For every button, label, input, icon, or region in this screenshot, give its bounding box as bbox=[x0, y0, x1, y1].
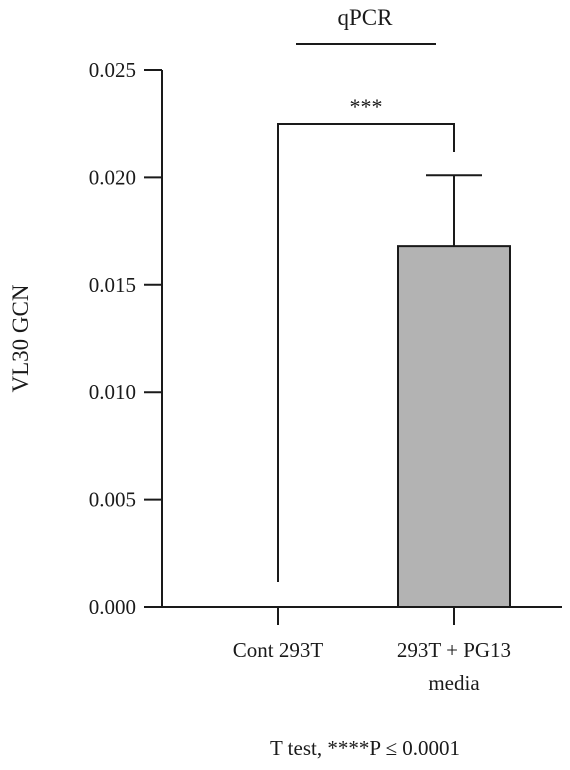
footnote: T test, ****P ≤ 0.0001 bbox=[270, 736, 460, 760]
y-tick-label: 0.025 bbox=[89, 58, 136, 82]
y-tick-label: 0.005 bbox=[89, 488, 136, 512]
category-label: Cont 293T bbox=[233, 638, 324, 662]
bars bbox=[397, 174, 511, 609]
y-tick-label: 0.010 bbox=[89, 380, 136, 404]
significance-label: *** bbox=[350, 94, 383, 119]
bracket-line bbox=[277, 123, 455, 582]
y-tick-label: 0.000 bbox=[89, 595, 136, 619]
y-tick-label: 0.020 bbox=[89, 165, 136, 189]
category-labels: Cont 293T 293T + PG13 media bbox=[233, 638, 511, 695]
category-label: 293T + PG13 bbox=[397, 638, 511, 662]
y-axis-title: VL30 GCN bbox=[8, 284, 33, 392]
chart-title: qPCR bbox=[338, 5, 394, 30]
y-tick-label: 0.015 bbox=[89, 273, 136, 297]
category-label: media bbox=[428, 671, 480, 695]
bar-1 bbox=[397, 245, 511, 609]
y-axis: 0.000 0.005 0.010 0.015 0.020 0.025 bbox=[89, 58, 163, 619]
significance-bracket: *** bbox=[277, 94, 455, 582]
x-axis bbox=[162, 606, 562, 625]
